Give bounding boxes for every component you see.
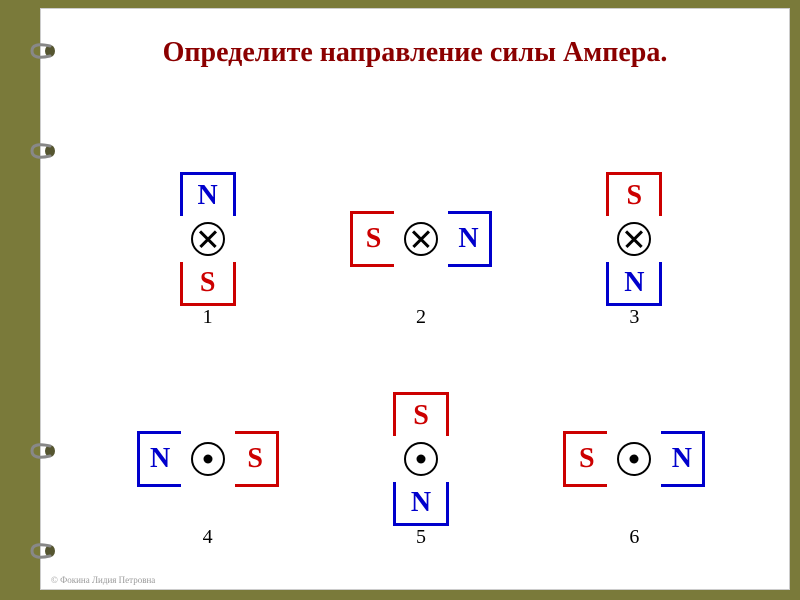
pole-s: S [180, 262, 236, 306]
current-out-icon [617, 442, 651, 476]
pole-n: N [393, 482, 449, 526]
pole-n: N [137, 431, 181, 487]
diagram-number: 6 [629, 526, 639, 549]
current-out-icon [191, 442, 225, 476]
pole-s: S [563, 431, 607, 487]
binding-ring-icon [28, 440, 58, 460]
diagram-number: 1 [203, 306, 213, 329]
diagram-6: S N 6 [534, 359, 734, 559]
pole-n: N [180, 172, 236, 216]
diagram-number: 4 [203, 526, 213, 549]
pole-s: S [235, 431, 279, 487]
current-into-icon [404, 222, 438, 256]
pole-s: S [350, 211, 394, 267]
pole-n: N [448, 211, 492, 267]
diagrams-container: N S 1 S N 2 S N 3 N S [101, 129, 741, 569]
current-into-icon [191, 222, 225, 256]
pole-s: S [393, 392, 449, 436]
diagram-number: 5 [416, 526, 426, 549]
current-into-icon [617, 222, 651, 256]
binding-ring-icon [28, 40, 58, 60]
diagram-row-2: N S 4 S N 5 S N 6 [101, 349, 741, 569]
diagram-row-1: N S 1 S N 2 S N 3 [101, 129, 741, 349]
current-out-icon [404, 442, 438, 476]
diagram-3: S N 3 [534, 139, 734, 339]
pole-n: N [661, 431, 705, 487]
diagram-number: 3 [629, 306, 639, 329]
diagram-4: N S 4 [108, 359, 308, 559]
page-title: Определите направление силы Ампера. [41, 9, 789, 69]
diagram-number: 2 [416, 306, 426, 329]
binding-ring-icon [28, 540, 58, 560]
binding-ring-icon [28, 140, 58, 160]
content-frame: Определите направление силы Ампера. N S … [40, 8, 790, 590]
diagram-5: S N 5 [321, 359, 521, 559]
copyright-text: © Фокина Лидия Петровна [51, 575, 155, 585]
diagram-1: N S 1 [108, 139, 308, 339]
pole-n: N [606, 262, 662, 306]
diagram-2: S N 2 [321, 139, 521, 339]
pole-s: S [606, 172, 662, 216]
